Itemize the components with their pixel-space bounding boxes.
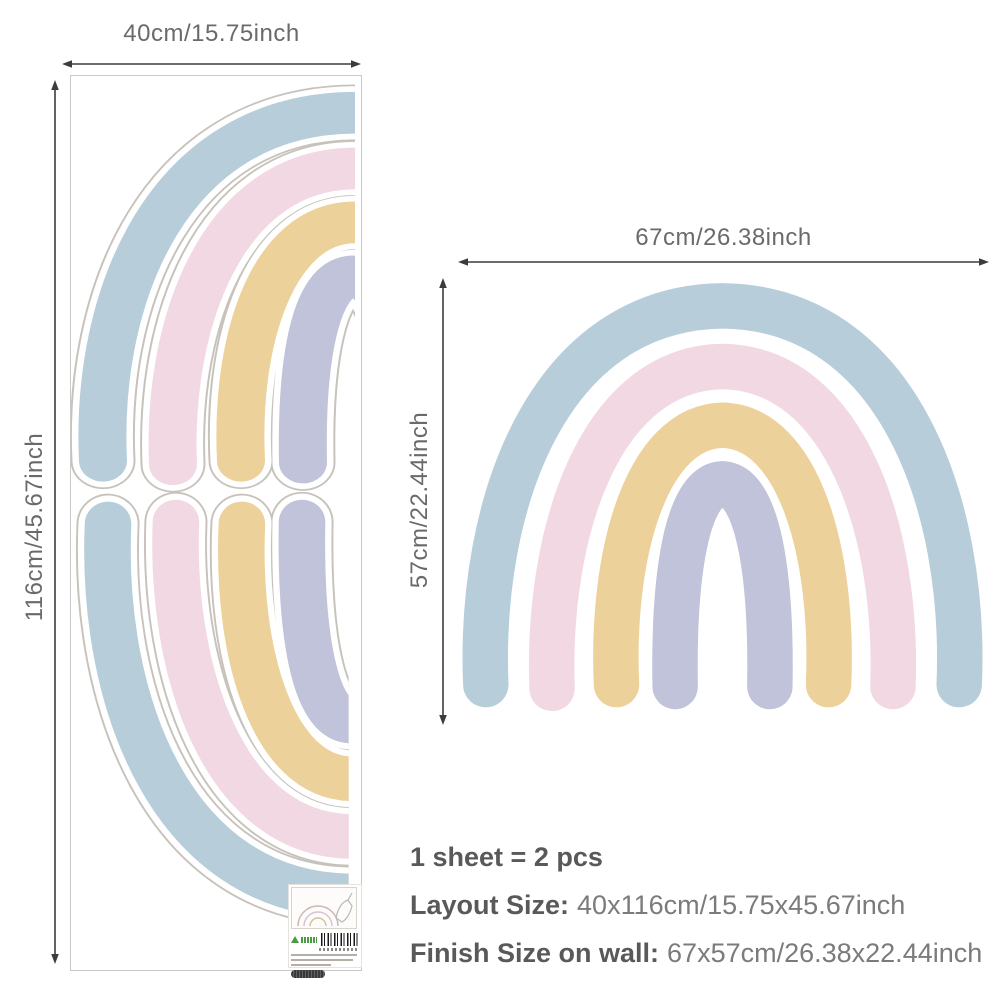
- assembled-width-label: 67cm/26.38inch: [635, 224, 812, 251]
- brand-wordmark: [301, 936, 317, 943]
- assembled-height-arrow: [439, 278, 447, 725]
- label-thumbnail: [291, 887, 357, 929]
- brand-triangle-icon: [291, 936, 299, 943]
- spec-finish-value: 67x57cm/26.38x22.44inch: [667, 938, 983, 968]
- barcode-digits: [319, 948, 357, 951]
- brand-logo-icon: [291, 936, 317, 943]
- label-brand-row: [291, 931, 359, 948]
- assembled-width-arrow: [458, 258, 989, 266]
- spec-layout-size: Layout Size: 40x116cm/15.75x45.67inch: [410, 890, 905, 921]
- sheet-pieces-graphic: [71, 76, 361, 970]
- label-model-pill: [291, 970, 325, 978]
- mini-rainbow-sketch-icon: [297, 892, 353, 927]
- barcode-icon: [321, 933, 359, 946]
- sticker-label: [288, 884, 362, 978]
- sheet-width-arrow: [62, 60, 361, 68]
- rainbow-half-piece-bottom: [107, 520, 361, 896]
- label-fineprint-line: [291, 964, 331, 966]
- assembled-height-label: 57cm/22.44inch: [406, 411, 433, 589]
- spec-layout-value: 40x116cm/15.75x45.67inch: [577, 890, 906, 920]
- arrowhead-down-icon: [439, 715, 447, 725]
- arrowhead-down-icon: [51, 954, 59, 964]
- label-fineprint-line: [291, 954, 357, 956]
- arrowhead-right-icon: [979, 258, 989, 266]
- sheet-width-label: 40cm/15.75inch: [123, 20, 300, 47]
- label-fineprint-line: [291, 959, 353, 961]
- rainbow-half-piece-top: [102, 113, 361, 464]
- sheet-height-arrow: [51, 80, 59, 964]
- sheet-height-label: 116cm/45.67inch: [21, 432, 48, 622]
- spec-pieces: 1 sheet = 2 pcs: [410, 842, 603, 873]
- arrowhead-right-icon: [351, 60, 361, 68]
- sticker-sheet: [70, 75, 362, 971]
- spec-pieces-text: 1 sheet = 2 pcs: [410, 842, 603, 872]
- spec-finish-size: Finish Size on wall: 67x57cm/26.38x22.44i…: [410, 938, 982, 969]
- arrowhead-up-icon: [51, 80, 59, 90]
- arrowhead-left-icon: [62, 60, 72, 68]
- mini-unicorn-sketch-icon: [335, 899, 353, 923]
- assembled-rainbow: [450, 268, 995, 713]
- spec-finish-label: Finish Size on wall:: [410, 938, 660, 968]
- arrowhead-up-icon: [439, 278, 447, 288]
- spec-layout-label: Layout Size:: [410, 890, 570, 920]
- arrowhead-left-icon: [458, 258, 468, 266]
